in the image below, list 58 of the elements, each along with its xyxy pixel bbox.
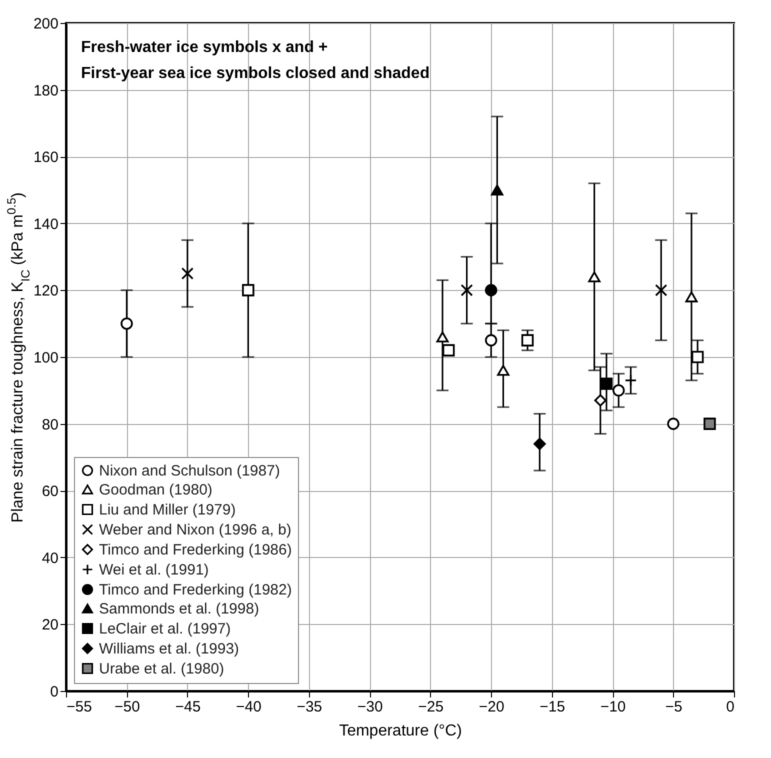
legend-label: Timco and Frederking (1986)	[99, 542, 292, 558]
point	[588, 271, 600, 282]
y-tick-label: 40	[42, 550, 58, 567]
point	[460, 284, 473, 296]
legend-label: Nixon and Schulson (1987)	[99, 462, 280, 480]
point	[436, 332, 449, 342]
annotation: Fresh-water ice symbols x and +	[81, 39, 328, 56]
x-tick-label: −50	[114, 698, 140, 716]
legend-label: Wei et al. (1991)	[99, 562, 209, 578]
x-tick-label: −30	[357, 698, 383, 716]
x-tick-label: −40	[236, 698, 262, 716]
legend-label: Timco and Frederking (1982)	[99, 582, 292, 598]
legend-label: Goodman (1980)	[99, 482, 212, 498]
x-tick-label: 0	[726, 698, 734, 716]
x-tick-label: −5	[665, 698, 682, 716]
y-tick-label: 0	[50, 684, 58, 700]
x-axis-title: Temperature (°C)	[339, 722, 462, 740]
legend-label: Liu and Miller (1979)	[99, 502, 236, 518]
x-tick-label: −25	[418, 698, 444, 716]
y-tick-label: 120	[33, 282, 58, 300]
y-tick-label: 100	[33, 350, 58, 366]
y-tick-label: 200	[33, 16, 58, 32]
annotation: First-year sea ice symbols closed and shaded	[81, 65, 430, 82]
x-tick-label: −15	[540, 698, 566, 716]
legend-label: Sammonds et al. (1998)	[99, 600, 260, 618]
legend-label: Weber and Nixon (1996 a, b)	[99, 522, 292, 538]
point	[612, 384, 625, 397]
point	[442, 344, 455, 356]
point	[667, 418, 680, 430]
point	[181, 267, 194, 280]
legend-label: LeClair et al. (1997)	[99, 620, 231, 638]
point	[600, 378, 613, 390]
point	[491, 184, 504, 196]
point	[484, 284, 498, 296]
point	[691, 350, 704, 364]
y-tick-label: 20	[42, 616, 58, 634]
x-tick-label: −35	[296, 698, 322, 716]
y-tick-label: 60	[42, 483, 58, 500]
y-tick-label: 180	[33, 82, 58, 100]
point	[242, 284, 254, 296]
y-tick-label: 80	[42, 416, 58, 434]
x-tick-label: −20	[478, 698, 504, 716]
point	[521, 334, 534, 346]
point	[594, 394, 607, 407]
x-tick-label: −45	[175, 698, 201, 716]
y-tick-label: 140	[33, 216, 58, 233]
point	[497, 364, 510, 376]
point	[685, 291, 698, 302]
x-tick-label: −10	[600, 698, 626, 716]
point	[654, 284, 668, 296]
point	[120, 317, 133, 330]
y-tick-label: 160	[33, 149, 58, 166]
legend-label: Williams et al. (1993)	[99, 640, 240, 658]
x-tick-label: −55	[66, 698, 92, 716]
legend-label: Urabe et al. (1980)	[99, 660, 224, 678]
point	[484, 334, 498, 346]
point	[704, 418, 716, 430]
point	[534, 438, 546, 450]
